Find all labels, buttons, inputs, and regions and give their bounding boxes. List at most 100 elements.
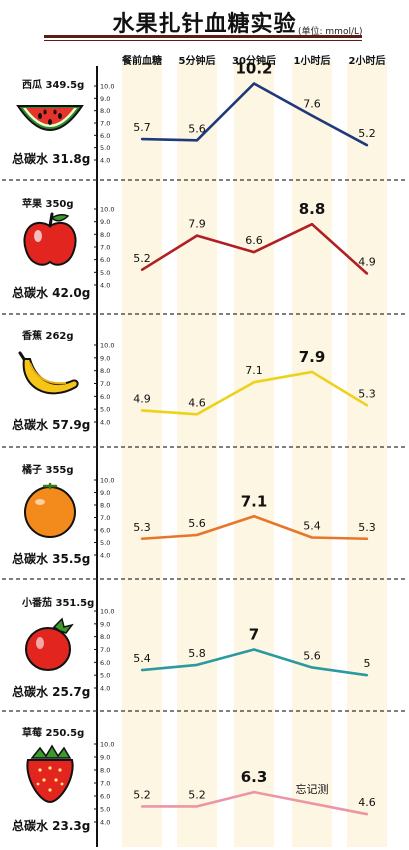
carb-strawberry: 总碳水 23.3g xyxy=(12,819,91,833)
y-tick-label: 9.0 xyxy=(100,620,110,628)
fruit-name-orange: 橘子 355g xyxy=(22,465,74,476)
y-tick-label: 6.0 xyxy=(100,256,110,264)
title-underline xyxy=(44,35,362,38)
y-tick-label: 9.0 xyxy=(100,218,110,226)
carb-orange: 总碳水 35.5g xyxy=(12,552,91,566)
y-tick-label: 7.0 xyxy=(100,646,110,654)
data-label: 5.4 xyxy=(133,652,151,665)
y-tick-label: 5.0 xyxy=(100,269,110,277)
data-label: 5.3 xyxy=(358,387,376,400)
column-band xyxy=(234,62,274,847)
data-point xyxy=(195,139,199,142)
data-point xyxy=(195,234,199,237)
y-tick-label: 5.0 xyxy=(100,672,110,680)
y-tick-label: 10.0 xyxy=(100,608,114,616)
data-label: 5.7 xyxy=(133,121,151,134)
y-tick-label: 7.0 xyxy=(100,120,110,128)
data-point xyxy=(365,813,369,816)
data-label: 7.1 xyxy=(241,492,268,510)
y-tick-label: 9.0 xyxy=(100,754,110,762)
y-tick-label: 7.0 xyxy=(100,780,110,788)
data-label: 4.9 xyxy=(358,256,376,269)
fruit-name-strawberry: 草莓 250.5g xyxy=(22,728,85,739)
data-point xyxy=(195,805,199,808)
fruit-name-banana: 香蕉 262g xyxy=(22,331,74,342)
column-header-2hr: 2小时后 xyxy=(348,56,386,67)
data-label: 7.1 xyxy=(245,364,263,377)
data-label: 4.9 xyxy=(133,392,151,405)
data-point xyxy=(310,536,314,539)
data-point xyxy=(195,413,199,416)
banana-icon xyxy=(18,351,79,395)
watermelon-icon xyxy=(16,105,84,131)
data-label: 5.4 xyxy=(303,520,321,533)
data-label: 5.6 xyxy=(188,517,206,530)
y-tick-label: 4.0 xyxy=(100,552,110,560)
series-line xyxy=(142,790,368,816)
y-tick-label: 9.0 xyxy=(100,95,110,103)
strawberry-icon xyxy=(26,744,74,804)
fruit-name-tomato: 小番茄 351.5g xyxy=(22,598,95,609)
title-underline-thin xyxy=(44,40,362,41)
y-tick-label: 8.0 xyxy=(100,107,110,115)
data-label: 5 xyxy=(364,657,371,670)
data-point xyxy=(140,409,144,412)
data-point xyxy=(365,537,369,540)
y-tick-label: 8.0 xyxy=(100,367,110,375)
y-tick-label: 8.0 xyxy=(100,502,110,510)
y-tick-label: 4.0 xyxy=(100,157,110,165)
data-point xyxy=(310,114,314,117)
data-point xyxy=(140,137,144,141)
y-tick-label: 10.0 xyxy=(100,206,114,214)
data-point xyxy=(365,272,369,275)
column-header-30min: 30分钟后 xyxy=(232,56,276,67)
data-point xyxy=(140,537,144,540)
data-point xyxy=(365,144,369,147)
data-label: 6.6 xyxy=(245,234,263,247)
fruit-name-watermelon: 西瓜 349.5g xyxy=(22,80,85,91)
data-point xyxy=(195,533,199,537)
data-label: 5.3 xyxy=(358,521,376,534)
data-label: 7 xyxy=(249,626,259,644)
y-tick-label: 5.0 xyxy=(100,406,110,414)
y-tick-label: 6.0 xyxy=(100,527,110,535)
y-tick-label: 6.0 xyxy=(100,132,110,140)
fruit-name-apple: 苹果 350g xyxy=(22,199,74,210)
data-label: 7.9 xyxy=(188,218,206,231)
orange-icon xyxy=(24,482,76,538)
page-title: 水果扎针血糖实验 xyxy=(112,12,297,37)
column-band xyxy=(122,62,162,847)
data-label: 7.6 xyxy=(303,98,321,111)
data-label: 7.9 xyxy=(299,348,326,366)
y-tick-label: 10.0 xyxy=(100,342,114,350)
y-tick-label: 10.0 xyxy=(100,741,114,749)
column-band xyxy=(347,62,387,847)
y-tick-label: 5.0 xyxy=(100,539,110,547)
y-tick-label: 8.0 xyxy=(100,633,110,641)
y-tick-label: 7.0 xyxy=(100,514,110,522)
data-point xyxy=(252,648,256,651)
carb-apple: 总碳水 42.0g xyxy=(12,286,91,300)
column-band xyxy=(177,62,217,847)
data-point xyxy=(252,790,256,794)
apple-icon xyxy=(23,212,77,266)
y-tick-label: 4.0 xyxy=(100,282,110,290)
y-tick-label: 10.0 xyxy=(100,477,114,485)
y-tick-label: 4.0 xyxy=(100,419,110,427)
column-header-before-meal: 餐前血糖 xyxy=(122,56,162,67)
y-tick-label: 6.0 xyxy=(100,793,110,801)
data-label: 忘记测 xyxy=(296,782,329,796)
unit-label: (单位: mmol/L) xyxy=(298,27,363,37)
data-label: 5.2 xyxy=(188,788,206,801)
data-point xyxy=(252,381,256,384)
data-label: 10.2 xyxy=(235,60,272,78)
y-tick-label: 6.0 xyxy=(100,393,110,401)
column-header-5min: 5分钟后 xyxy=(178,56,216,67)
data-point xyxy=(252,82,256,85)
data-label: 8.8 xyxy=(299,200,326,218)
y-tick-label: 7.0 xyxy=(100,244,110,252)
y-tick-label: 5.0 xyxy=(100,144,110,152)
tomato-icon xyxy=(25,617,74,671)
y-tick-label: 7.0 xyxy=(100,380,110,388)
